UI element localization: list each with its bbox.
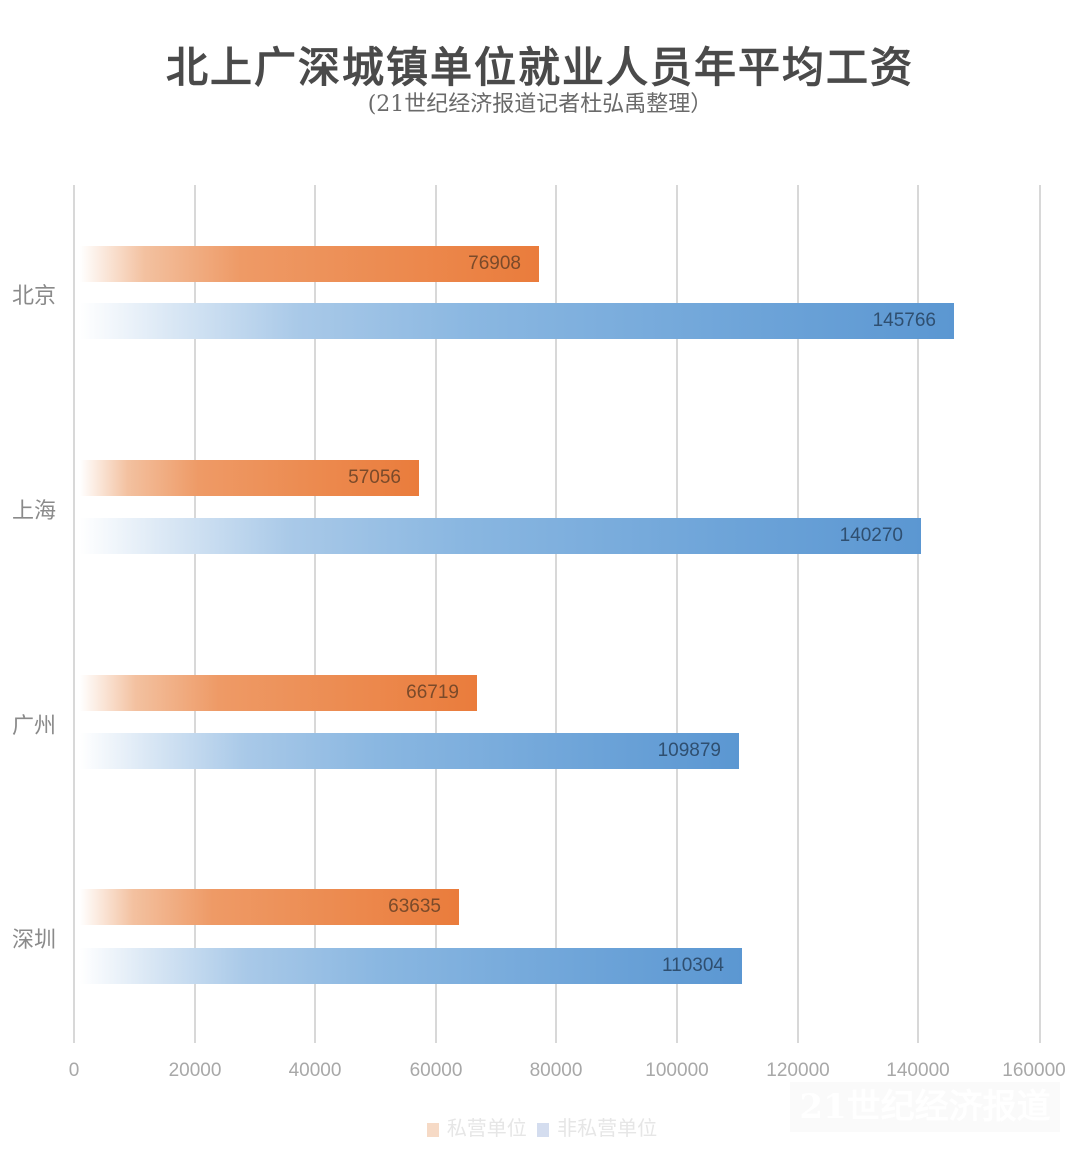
- chart-subtitle: (21世纪经济报道记者杜弘禹整理）: [367, 92, 713, 117]
- bar-value: 145766: [872, 310, 936, 331]
- gridline: [917, 185, 919, 1043]
- chart-title: 北上广深城镇单位就业人员年平均工资: [165, 43, 914, 92]
- bar-value: 110304: [662, 955, 724, 976]
- legend-swatch-private-icon: [426, 1122, 439, 1137]
- category-label-shanghai: 上海: [12, 499, 57, 524]
- x-tick-label: 40000: [288, 1060, 342, 1081]
- gridline: [314, 185, 316, 1043]
- x-tick-label: 100000: [645, 1060, 709, 1081]
- gridline: [555, 185, 557, 1043]
- bar-value: 57056: [348, 467, 401, 488]
- gridline: [435, 185, 437, 1043]
- x-tick-label: 60000: [409, 1060, 463, 1081]
- category-label-guangzhou: 广州: [12, 714, 57, 739]
- legend-label-nonprivate: 非私营单位: [557, 1116, 658, 1140]
- legend-label-private: 私营单位: [446, 1116, 527, 1140]
- x-tick-label: 140000: [886, 1060, 950, 1081]
- bar-value: 63635: [388, 896, 441, 917]
- x-tick-label: 120000: [766, 1060, 830, 1081]
- gridline: [1039, 185, 1041, 1043]
- bar-value: 76908: [468, 253, 521, 274]
- x-tick-label: 20000: [168, 1060, 222, 1081]
- gridline: [73, 185, 75, 1043]
- bar-private-shanghai: 57056: [80, 460, 419, 496]
- bar-private-beijing: 76908: [80, 246, 539, 282]
- legend-swatch-nonprivate-icon: [537, 1122, 550, 1137]
- bar-private-shenzhen: 63635: [80, 889, 459, 925]
- bar-nonprivate-shanghai: 140270: [80, 518, 921, 554]
- watermark: 21世纪经济报道: [790, 1082, 1060, 1132]
- bar-value: 140270: [839, 525, 903, 546]
- gridline: [194, 185, 196, 1043]
- x-tick-label: 0: [68, 1060, 80, 1081]
- category-label-beijing: 北京: [12, 284, 57, 309]
- gridline: [676, 185, 678, 1043]
- bar-value: 66719: [406, 682, 459, 703]
- bar-value: 109879: [657, 740, 721, 761]
- bar-nonprivate-beijing: 145766: [80, 303, 954, 339]
- legend: 私营单位 非私营单位: [0, 1112, 1080, 1141]
- bar-nonprivate-guangzhou: 109879: [80, 733, 739, 769]
- x-tick-label: 80000: [529, 1060, 583, 1081]
- x-tick-label: 160000: [1002, 1060, 1066, 1081]
- gridline: [797, 185, 799, 1043]
- bar-nonprivate-shenzhen: 110304: [80, 948, 742, 984]
- bar-private-guangzhou: 66719: [80, 675, 477, 711]
- category-label-shenzhen: 深圳: [12, 928, 57, 953]
